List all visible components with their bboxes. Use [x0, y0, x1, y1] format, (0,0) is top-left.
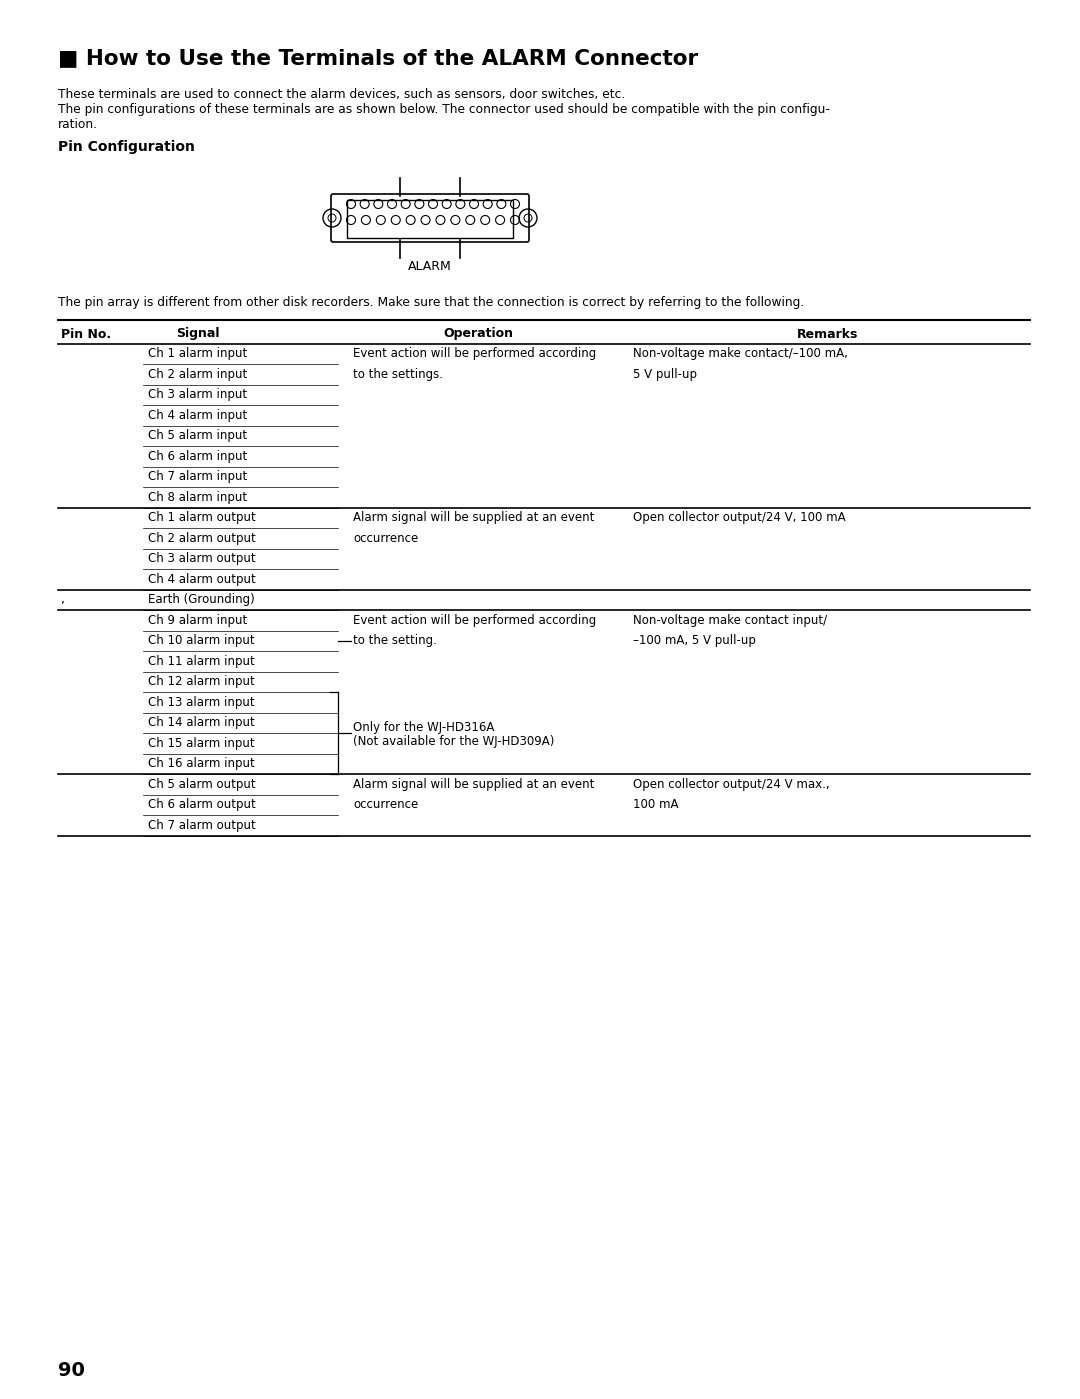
Text: Ch 16 alarm input: Ch 16 alarm input — [148, 757, 255, 771]
Text: Earth (Grounding): Earth (Grounding) — [148, 593, 255, 606]
Text: Ch 9 alarm input: Ch 9 alarm input — [148, 614, 247, 627]
Text: Ch 4 alarm output: Ch 4 alarm output — [148, 572, 256, 586]
Text: ,: , — [60, 593, 65, 606]
Text: Ch 14 alarm input: Ch 14 alarm input — [148, 716, 255, 729]
Text: The pin array is different from other disk recorders. Make sure that the connect: The pin array is different from other di… — [58, 297, 805, 309]
Text: Non-voltage make contact/–100 mA,: Non-voltage make contact/–100 mA, — [633, 347, 848, 361]
Text: Only for the WJ-HD316A: Only for the WJ-HD316A — [353, 720, 495, 733]
Text: 5 V pull-up: 5 V pull-up — [633, 368, 697, 381]
Text: Ch 6 alarm output: Ch 6 alarm output — [148, 799, 256, 811]
Text: Ch 2 alarm output: Ch 2 alarm output — [148, 532, 256, 544]
Text: 90: 90 — [58, 1360, 85, 1379]
Text: Ch 1 alarm input: Ch 1 alarm input — [148, 347, 247, 361]
Text: Ch 15 alarm input: Ch 15 alarm input — [148, 737, 255, 750]
Text: occurrence: occurrence — [353, 532, 418, 544]
Bar — [347, 200, 513, 238]
Text: to the settings.: to the settings. — [353, 368, 443, 381]
Text: Ch 4 alarm input: Ch 4 alarm input — [148, 409, 247, 421]
Text: Pin No.: Pin No. — [60, 327, 111, 340]
Text: Ch 5 alarm output: Ch 5 alarm output — [148, 778, 256, 790]
Text: Ch 5 alarm input: Ch 5 alarm input — [148, 429, 247, 442]
Text: Operation: Operation — [443, 327, 513, 340]
Text: Ch 6 alarm input: Ch 6 alarm input — [148, 449, 247, 463]
Text: Non-voltage make contact input/: Non-voltage make contact input/ — [633, 614, 827, 627]
Text: Pin Configuration: Pin Configuration — [58, 140, 194, 154]
Text: Ch 11 alarm input: Ch 11 alarm input — [148, 655, 255, 667]
Text: to the setting.: to the setting. — [353, 634, 437, 648]
Text: (Not available for the WJ-HD309A): (Not available for the WJ-HD309A) — [353, 734, 554, 747]
Text: Open collector output/24 V max.,: Open collector output/24 V max., — [633, 778, 829, 790]
Text: occurrence: occurrence — [353, 799, 418, 811]
Text: Ch 7 alarm input: Ch 7 alarm input — [148, 470, 247, 483]
Text: ration.: ration. — [58, 118, 98, 132]
Text: Alarm signal will be supplied at an event: Alarm signal will be supplied at an even… — [353, 511, 594, 525]
Text: Ch 2 alarm input: Ch 2 alarm input — [148, 368, 247, 381]
Text: Ch 1 alarm output: Ch 1 alarm output — [148, 511, 256, 525]
Text: ALARM: ALARM — [408, 260, 451, 273]
Text: Signal: Signal — [176, 327, 219, 340]
Text: Remarks: Remarks — [797, 327, 859, 340]
Text: Ch 3 alarm input: Ch 3 alarm input — [148, 389, 247, 402]
Text: 100 mA: 100 mA — [633, 799, 678, 811]
Text: Open collector output/24 V, 100 mA: Open collector output/24 V, 100 mA — [633, 511, 846, 525]
Text: Alarm signal will be supplied at an event: Alarm signal will be supplied at an even… — [353, 778, 594, 790]
Text: Ch 3 alarm output: Ch 3 alarm output — [148, 553, 256, 565]
Text: –100 mA, 5 V pull-up: –100 mA, 5 V pull-up — [633, 634, 756, 648]
Text: Event action will be performed according: Event action will be performed according — [353, 614, 596, 627]
Text: Ch 12 alarm input: Ch 12 alarm input — [148, 676, 255, 688]
Text: Event action will be performed according: Event action will be performed according — [353, 347, 596, 361]
Text: These terminals are used to connect the alarm devices, such as sensors, door swi: These terminals are used to connect the … — [58, 88, 625, 101]
Text: Ch 8 alarm input: Ch 8 alarm input — [148, 491, 247, 504]
Text: The pin configurations of these terminals are as shown below. The connector used: The pin configurations of these terminal… — [58, 104, 829, 116]
Text: Ch 7 alarm output: Ch 7 alarm output — [148, 818, 256, 832]
Text: Ch 10 alarm input: Ch 10 alarm input — [148, 634, 255, 648]
Text: Ch 13 alarm input: Ch 13 alarm input — [148, 695, 255, 709]
Text: ■ How to Use the Terminals of the ALARM Connector: ■ How to Use the Terminals of the ALARM … — [58, 48, 698, 69]
